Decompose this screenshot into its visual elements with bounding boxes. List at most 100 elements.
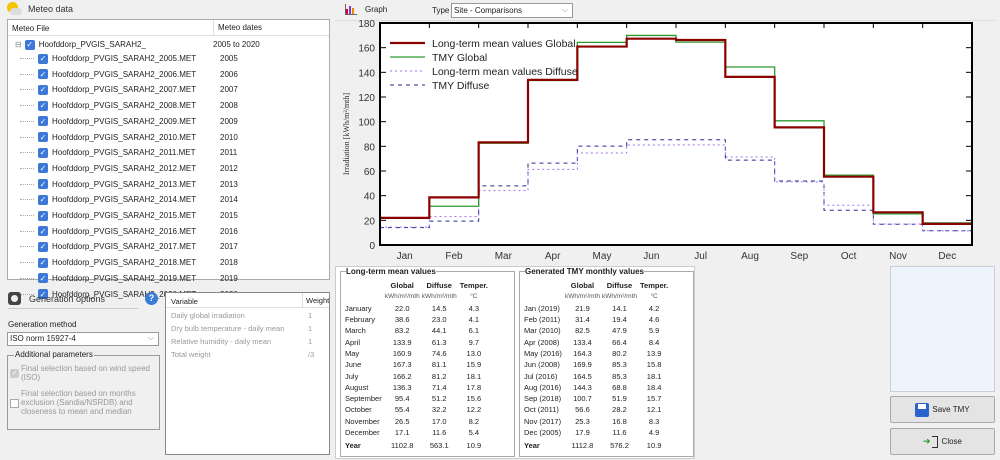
tree-item[interactable]: ✓ Hoofddorp_PVGIS_SARAH2_2014.MET 2014 bbox=[8, 192, 329, 207]
checkbox-checked[interactable]: ✓ bbox=[38, 289, 48, 299]
x-tick-label: Apr bbox=[545, 251, 561, 262]
file-name: Hoofddorp_PVGIS_SARAH2_2005.MET bbox=[52, 54, 197, 63]
temp-header: Temper. bbox=[640, 281, 669, 291]
meteo-tree[interactable]: Meteo File Meteo dates ⊟ ✓ Hoofddorp_PVGIS… bbox=[7, 19, 330, 299]
checkbox-checked[interactable]: ✓ bbox=[38, 147, 48, 158]
checkbox-checked[interactable]: ✓ bbox=[38, 53, 48, 64]
year-row: Year 1112.8 576.2 10.9 bbox=[522, 438, 670, 453]
checkbox-checked[interactable]: ✓ bbox=[38, 241, 48, 252]
save-tmy-button[interactable]: Save TMY bbox=[890, 396, 995, 423]
table-row: January 22.0 14.5 4.3 bbox=[343, 303, 490, 314]
unit: °C bbox=[650, 293, 658, 301]
file-date: 2018 bbox=[220, 258, 238, 268]
tree-item[interactable]: ✓ Hoofddorp_PVGIS_SARAH2_2012.MET 2012 bbox=[8, 161, 329, 176]
wind-speed-option[interactable]: ✓ Final selection based on wind speed (I… bbox=[10, 364, 155, 382]
tree-item[interactable]: ✓ Hoofddorp_PVGIS_SARAH2_2007.MET 2007 bbox=[8, 82, 329, 97]
variable-header: Variable bbox=[171, 297, 198, 306]
tmy-table: Global Diffuse Temper. kWh/m²/mth kWh/m²/mt… bbox=[522, 280, 670, 453]
close-label: Close bbox=[941, 437, 962, 446]
table-row: August 136.3 71.4 17.8 bbox=[343, 382, 490, 393]
unit: kWh/m²/mth bbox=[601, 293, 637, 301]
cell: 55.4 bbox=[394, 405, 410, 415]
tree-item[interactable]: ✓ Hoofddorp_PVGIS_SARAH2_2005.MET 2005 bbox=[8, 51, 329, 66]
graph-header: Graph bbox=[345, 4, 387, 15]
file-name: Hoofddorp_PVGIS_SARAH2_2018.MET bbox=[52, 258, 197, 268]
variable-weight: 1 bbox=[308, 311, 313, 320]
sandia-label: Final selection based on months exclusio… bbox=[21, 389, 136, 416]
checkbox-checked[interactable]: ✓ bbox=[38, 100, 48, 111]
legend-label: TMY Global bbox=[432, 52, 487, 64]
gear-icon bbox=[8, 292, 21, 305]
cell: 13.9 bbox=[646, 348, 662, 358]
col-meteo-dates[interactable]: Meteo dates bbox=[213, 20, 262, 36]
table-row: May (2016) 164.3 80.2 13.9 bbox=[522, 348, 670, 359]
series-line-0 bbox=[380, 37, 972, 226]
tree-item[interactable]: ✓ Hoofddorp_PVGIS_SARAH2_2016.MET 2016 bbox=[8, 224, 329, 239]
table-row: November 26.5 17.0 8.2 bbox=[343, 416, 490, 427]
tree-item[interactable]: ✓ Hoofddorp_PVGIS_SARAH2_2015.MET 2015 bbox=[8, 208, 329, 223]
file-date: 2007 bbox=[220, 85, 238, 95]
cell: 38.6 bbox=[394, 315, 410, 325]
checkbox-checked[interactable]: ✓ bbox=[38, 226, 48, 237]
file-name: Hoofddorp_PVGIS_SARAH2_2016.MET bbox=[52, 226, 197, 236]
tree-item[interactable]: ✓ Hoofddorp_PVGIS_SARAH2_2009.MET 2009 bbox=[8, 114, 329, 129]
sun-cloud-icon bbox=[6, 2, 22, 16]
checkbox-checked-disabled[interactable]: ✓ bbox=[10, 369, 19, 378]
x-tick-label: Aug bbox=[741, 251, 759, 262]
info-area bbox=[890, 266, 995, 392]
table-row: Mar (2010) 82.5 47.9 5.9 bbox=[522, 325, 670, 336]
tree-item[interactable]: ✓ Hoofddorp_PVGIS_SARAH2_2010.MET 2010 bbox=[8, 130, 329, 145]
close-button[interactable]: ➜ Close bbox=[890, 428, 995, 455]
tree-item[interactable]: ✓ Hoofddorp_PVGIS_SARAH2_2018.MET 2018 bbox=[8, 255, 329, 270]
checkbox-checked[interactable]: ✓ bbox=[38, 210, 48, 221]
table-row: October 55.4 32.2 12.2 bbox=[343, 404, 490, 415]
y-tick-label: 20 bbox=[364, 216, 376, 227]
cell: 11.6 bbox=[432, 428, 447, 437]
table-row: Feb (2011) 31.4 19.4 4.6 bbox=[522, 314, 670, 325]
checkbox-checked[interactable]: ✓ bbox=[38, 273, 48, 284]
tree-root[interactable]: ⊟ ✓ Hoofddorp_PVGIS_SARAH2_ 2005 to 2020 bbox=[8, 37, 329, 52]
checkbox-checked[interactable]: ✓ bbox=[38, 163, 48, 174]
checkbox-checked[interactable]: ✓ bbox=[38, 257, 48, 268]
checkbox-checked[interactable]: ✓ bbox=[38, 132, 48, 142]
file-name: Hoofddorp_PVGIS_SARAH2_2014.MET bbox=[52, 195, 197, 205]
floppy-disk-icon bbox=[915, 402, 930, 417]
checkbox-checked[interactable]: ✓ bbox=[24, 39, 35, 50]
file-date: 2015 bbox=[220, 211, 238, 220]
cell: 25.3 bbox=[575, 416, 590, 426]
y-tick-label: 0 bbox=[369, 241, 375, 252]
file-date: 2017 bbox=[220, 242, 238, 252]
file-name: Hoofddorp_PVGIS_SARAH2_2017.MET bbox=[52, 242, 197, 252]
cell: May bbox=[345, 348, 360, 358]
col-meteo-file[interactable]: Meteo File bbox=[12, 24, 50, 33]
tree-item[interactable]: ✓ Hoofddorp_PVGIS_SARAH2_2006.MET 2006 bbox=[8, 67, 329, 82]
chevron-down-icon: ⌵ bbox=[561, 5, 568, 14]
checkbox-checked[interactable]: ✓ bbox=[38, 179, 48, 190]
checkbox-checked[interactable]: ✓ bbox=[38, 116, 48, 127]
checkbox-checked[interactable]: ✓ bbox=[38, 194, 48, 205]
table-row: Jul (2016) 164.5 85.3 18.1 bbox=[522, 370, 670, 381]
graph-title: Graph bbox=[365, 5, 388, 14]
cell: 8.3 bbox=[648, 416, 660, 426]
tree-item[interactable]: ✓ Hoofddorp_PVGIS_SARAH2_2019.MET 2019 bbox=[8, 271, 329, 286]
x-tick-label: Sep bbox=[790, 251, 808, 262]
cell: 81.1 bbox=[431, 360, 447, 370]
checkbox-checked[interactable]: ✓ bbox=[38, 69, 48, 80]
y-axis-label: Irradiation [kWh/m²/mth] bbox=[342, 93, 351, 175]
tree-item[interactable]: ✓ Hoofddorp_PVGIS_SARAH2_2011.MET 2011 bbox=[8, 145, 329, 160]
collapse-icon[interactable]: ⊟ bbox=[15, 40, 22, 49]
generation-method-select[interactable]: ISO norm 15927-4 ⌵ bbox=[7, 332, 159, 346]
root-name: Hoofddorp_PVGIS_SARAH2_ bbox=[38, 40, 146, 49]
checkbox-checked[interactable]: ✓ bbox=[38, 84, 48, 95]
tree-item[interactable]: ✓ Hoofddorp_PVGIS_SARAH2_2013.MET 2013 bbox=[8, 177, 329, 192]
sandia-option[interactable]: Final selection based on months exclusio… bbox=[10, 389, 155, 416]
y-tick-label: 180 bbox=[358, 19, 375, 30]
checkbox-unchecked[interactable] bbox=[10, 399, 19, 408]
x-tick-label: Oct bbox=[841, 251, 857, 262]
cell: 576.2 bbox=[610, 441, 629, 451]
help-icon[interactable]: ? bbox=[145, 292, 158, 305]
tree-item[interactable]: ✓ Hoofddorp_PVGIS_SARAH2_2008.MET 2008 bbox=[8, 98, 329, 113]
graph-type-select[interactable]: Site - Comparisons ⌵ bbox=[451, 3, 573, 18]
tree-item[interactable]: ✓ Hoofddorp_PVGIS_SARAH2_2017.MET 2017 bbox=[8, 239, 329, 254]
generation-method-value: ISO norm 15927-4 bbox=[10, 334, 76, 343]
